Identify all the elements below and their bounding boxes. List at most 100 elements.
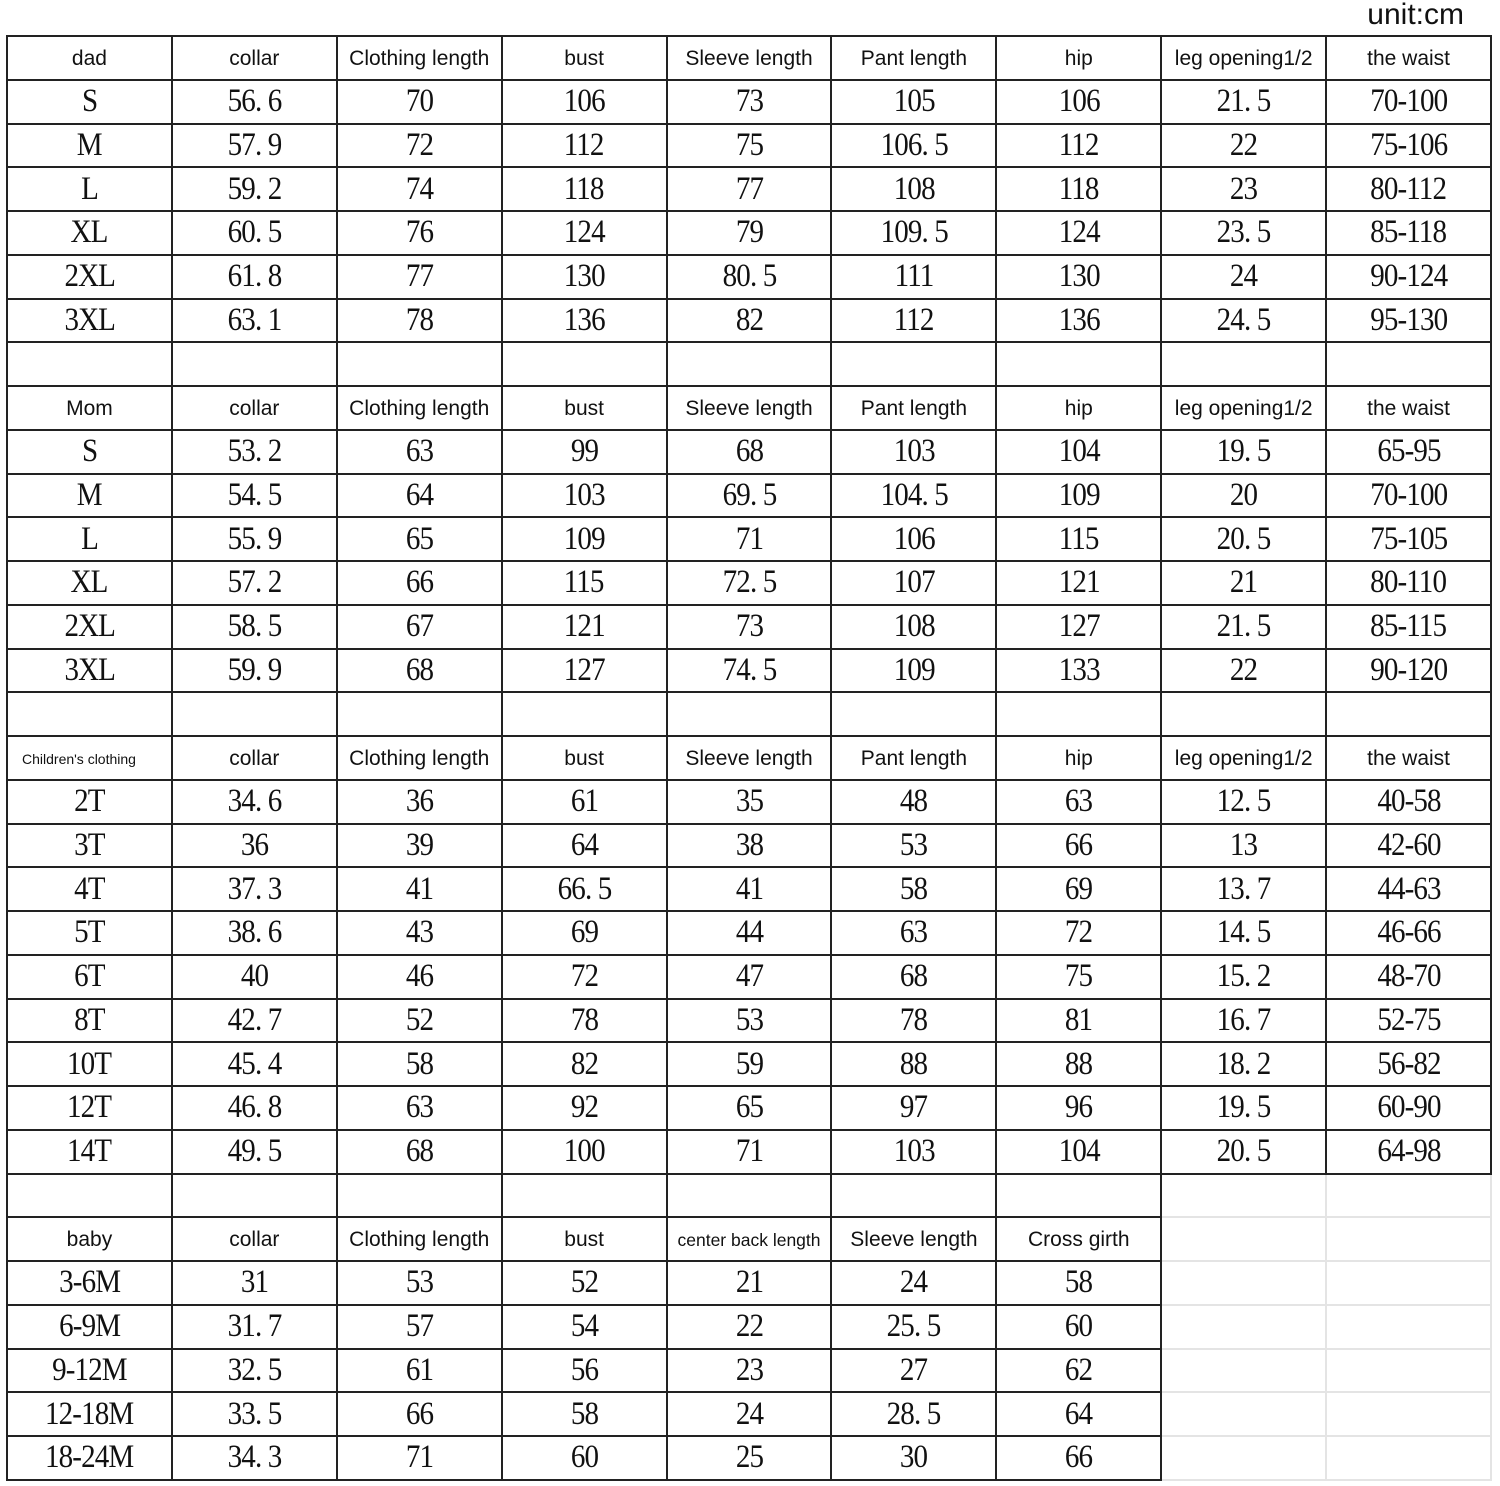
table-cell: 48-70 [1327,955,1493,1000]
cell-value: 88 [1065,1045,1093,1082]
table-cell: Pant length [832,37,998,81]
cell-value: 99 [570,433,598,470]
cell-value: 68 [405,1133,434,1170]
cell-value: 69 [1065,870,1093,907]
table-cell: 112 [997,124,1163,169]
table-cell: 3XL [8,299,173,344]
table-cell: Cross girth [997,1218,1163,1262]
cell-value: 88 [900,1045,928,1082]
table-cell: 104. 5 [832,474,998,519]
empty-cell [832,1174,998,1219]
table-cell: XL [8,212,173,256]
table-cell: the waist [1327,37,1493,81]
table-cell: 6T [8,955,173,1000]
table-cell: 79 [667,212,833,256]
table-cell: 78 [337,299,503,344]
cell-value: 12. 5 [1216,783,1272,820]
cell-value: 16. 7 [1216,1001,1272,1038]
cell-value: 19. 5 [1216,1089,1272,1126]
cell-value: 106 [1058,83,1100,120]
cell-value: 58 [570,1395,598,1432]
table-cell: 65 [337,518,503,562]
table-cell: 58 [997,1262,1163,1306]
cell-value: S [81,433,98,470]
cell-value: 71 [735,1133,763,1170]
table-cell: 81 [997,999,1163,1044]
unit-label: unit:cm [1367,0,1464,31]
table-cell: 75-106 [1327,124,1493,169]
cell-value: 136 [1058,301,1100,338]
table-cell: dad [8,37,173,81]
table-cell: 18. 2 [1162,1043,1328,1087]
header-row-children: Children's clothing collar Clothing length… [8,737,1493,781]
table-cell: Sleeve length [667,387,833,431]
cell-value: 27 [900,1351,928,1388]
table-cell: 54. 5 [172,474,338,519]
cell-value: 47 [735,958,763,995]
table-cell: 32. 5 [172,1349,338,1394]
table-cell: 133 [997,649,1163,694]
table-row: XL 60. 5 76 124 79 109. 5 124 23. 5 85-118 [8,212,1493,256]
table-cell: 80-112 [1327,168,1493,212]
cell-value: 40-58 [1376,783,1441,820]
spacer-row [8,1174,1493,1219]
table-cell: 22 [667,1305,833,1350]
table-cell: 60 [502,1437,668,1481]
cell-value: 121 [563,608,606,645]
cell-value: 70 [405,83,434,120]
table-cell: M [8,124,173,169]
table-cell: 44-63 [1327,868,1493,912]
table-cell: 65-95 [1327,430,1493,475]
empty-cell [667,693,833,737]
table-cell: M [8,474,173,519]
table-cell: 2T [8,780,173,825]
cell-value: 2XL [64,258,115,295]
cell-value: 127 [1058,608,1100,645]
table-cell: 3XL [8,649,173,694]
header-row-dad: dad collar Clothing length bust Sleeve lengt… [8,37,1493,81]
table-row: 5T 38. 6 43 69 44 63 72 14. 5 46-66 [8,912,1493,956]
cell-value: 59. 2 [227,170,282,207]
empty-cell [667,343,833,387]
table-cell: 20 [1162,474,1328,519]
cell-value: 25 [735,1439,763,1476]
cell-value: 106 [893,520,935,557]
table-cell: 54 [502,1305,668,1350]
table-cell: 21 [667,1262,833,1306]
empty-cell [997,1174,1163,1219]
table-cell: baby [8,1218,173,1262]
cell-value: 61 [570,783,598,820]
table-cell: 40 [172,955,338,1000]
table-cell: 19. 5 [1162,430,1328,475]
empty-cell [337,343,503,387]
table-cell: 14. 5 [1162,912,1328,956]
table-cell: 68 [337,649,503,694]
table-cell: 22 [1162,124,1328,169]
table-cell: 64 [337,474,503,519]
table-cell: 75-105 [1327,518,1493,562]
table-cell: 96 [997,1087,1163,1131]
table-cell: 64-98 [1327,1130,1493,1175]
table-cell: 42. 7 [172,999,338,1044]
table-cell: 60-90 [1327,1087,1493,1131]
cell-value: 38 [735,826,763,863]
table-cell: 61 [502,780,668,825]
cell-value: 62 [1065,1351,1093,1388]
cell-value: 108 [893,170,935,207]
cell-value: 107 [893,564,935,601]
table-cell: 80. 5 [667,255,833,300]
cell-value: 108 [893,608,935,645]
table-cell: 58 [337,1043,503,1087]
table-cell: 66 [337,562,503,606]
table-cell: 112 [502,124,668,169]
table-cell: XL [8,562,173,606]
cell-value: 68 [405,651,434,688]
cell-value: 13. 7 [1216,870,1272,907]
table-cell: 21 [1162,562,1328,606]
table-cell: Sleeve length [667,37,833,81]
cell-value: 23 [735,1351,763,1388]
table-cell: 109 [997,474,1163,519]
table-cell: Clothing length [337,1218,503,1262]
cell-value: 56 [570,1351,598,1388]
cell-value: 118 [1058,170,1100,207]
